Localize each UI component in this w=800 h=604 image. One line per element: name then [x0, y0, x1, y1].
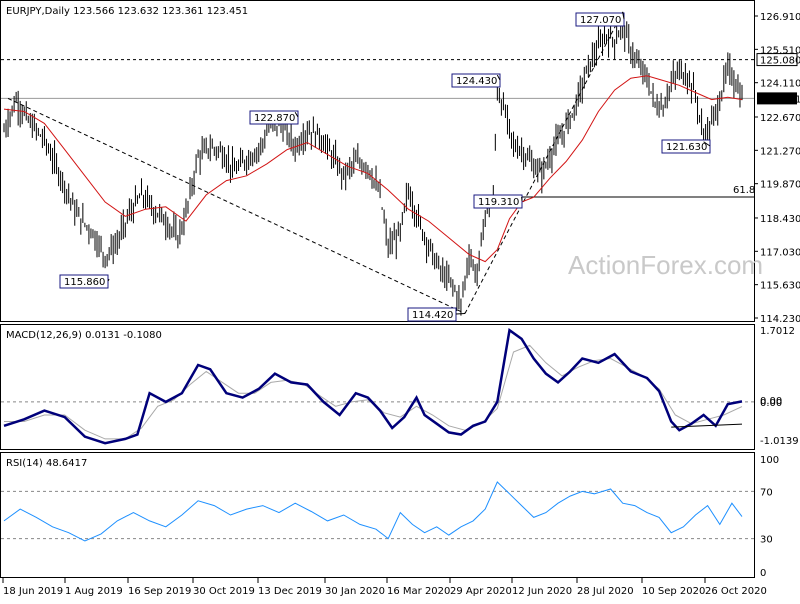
x-tick-label: 12 Jun 2020: [512, 586, 572, 597]
price-tick-label: 121.270: [760, 146, 800, 157]
x-tick-label: 10 Sep 2020: [642, 586, 705, 597]
x-tick-label: 28 Jul 2020: [577, 586, 634, 597]
macd-tick-label: 1.7012: [760, 326, 795, 337]
price-tick-label: 117.030: [760, 247, 800, 258]
last-price-label: 123.451: [760, 94, 800, 105]
fib-label: 61.8: [733, 185, 755, 196]
price-tick-label: 124.110: [760, 79, 800, 90]
x-tick-label: 29 Apr 2020: [450, 586, 512, 597]
x-tick-label: 26 Oct 2020: [705, 586, 767, 597]
price-header: EURJPY,Daily 123.566 123.632 123.361 123…: [6, 6, 248, 17]
x-tick-label: 1 Aug 2019: [65, 586, 123, 597]
price-annotation: 127.070: [580, 15, 621, 26]
rsi-tick-label: 70: [760, 487, 773, 498]
price-tick-label: 115.630: [760, 281, 800, 292]
x-tick-label: 16 Sep 2019: [128, 586, 191, 597]
rsi-header: RSI(14) 48.6417: [6, 458, 87, 469]
x-tick-label: 18 Jun 2019: [3, 586, 63, 597]
x-tick-label: 13 Dec 2019: [258, 586, 322, 597]
macd-value-label: 0.00: [760, 396, 782, 407]
price-annotation: 121.630: [666, 142, 707, 153]
price-tick-label: 118.430: [760, 214, 800, 225]
macd-header: MACD(12,26,9) 0.0131 -0.1080: [6, 330, 162, 341]
rsi-tick-label: 30: [760, 535, 773, 546]
level-price-label: 125.080: [760, 56, 800, 67]
price-annotation: 114.420: [412, 310, 453, 321]
rsi-tick-label: 100: [760, 455, 779, 466]
x-tick-label: 30 Jan 2020: [325, 586, 385, 597]
price-tick-label: 119.870: [760, 180, 800, 191]
price-annotation: 115.860: [64, 277, 105, 288]
annotation-leader: [456, 313, 465, 314]
x-tick-label: 30 Oct 2019: [193, 586, 255, 597]
price-annotation: 119.310: [478, 197, 519, 208]
price-tick-label: 114.230: [760, 314, 800, 325]
macd-panel: [1, 325, 755, 450]
rsi-panel: [1, 453, 755, 578]
price-annotation: 122.870: [254, 113, 295, 124]
price-annotation: 124.430: [456, 76, 497, 87]
x-tick-label: 16 Mar 2020: [387, 586, 450, 597]
price-tick-label: 126.910: [760, 12, 800, 23]
watermark: ActionForex.com: [568, 250, 763, 280]
price-tick-label: 122.670: [760, 113, 800, 124]
rsi-tick-label: 0: [760, 568, 766, 579]
macd-tick-label: -1.0139: [760, 436, 799, 447]
